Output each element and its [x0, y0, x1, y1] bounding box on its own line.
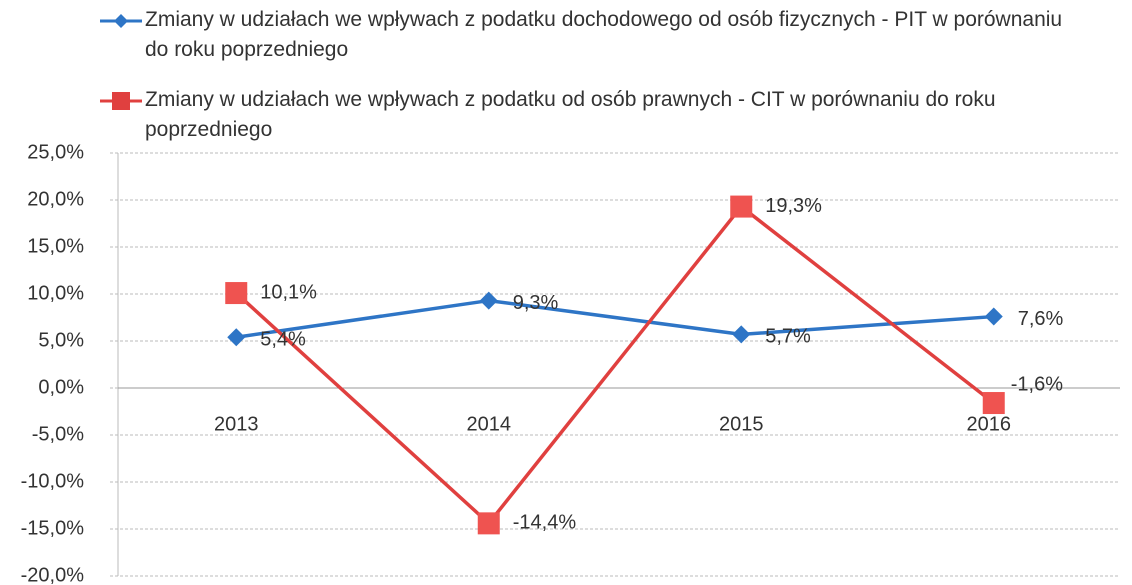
x-tick-label: 2013: [214, 413, 259, 435]
data-label: 9,3%: [513, 292, 559, 314]
data-label: 5,4%: [260, 329, 306, 351]
y-tick-label: -20,0%: [21, 564, 85, 585]
legend-marker: [114, 14, 128, 28]
legend-entry: Zmiany w udziałach we wpływach z podatku…: [145, 8, 1063, 61]
data-label: -14,4%: [513, 512, 577, 534]
legend-marker: [112, 92, 130, 110]
y-tick-label: 10,0%: [27, 282, 84, 304]
y-tick-label: -10,0%: [21, 470, 85, 492]
y-tick-label: -5,0%: [32, 423, 84, 445]
series-line: [235, 298, 994, 339]
point: [730, 195, 753, 218]
x-tick-label: 2015: [719, 413, 764, 435]
x-tick-label: 2016: [967, 413, 1012, 435]
point: [477, 512, 500, 535]
point: [225, 282, 248, 305]
y-tick-label: 20,0%: [27, 188, 84, 210]
y-tick-label: 5,0%: [38, 329, 84, 351]
y-tick-label: 0,0%: [38, 376, 84, 398]
point: [732, 325, 751, 344]
data-label: 5,7%: [765, 326, 811, 348]
data-label: -1,6%: [1011, 373, 1063, 395]
point: [982, 392, 1005, 415]
series-line: [235, 204, 995, 526]
y-tick-label: 15,0%: [27, 235, 84, 257]
data-label: 10,1%: [260, 281, 317, 303]
point: [227, 328, 246, 347]
data-label: 19,3%: [765, 195, 822, 217]
point: [479, 291, 498, 310]
y-tick-label: 25,0%: [27, 141, 84, 163]
point: [984, 307, 1003, 326]
x-tick-label: 2014: [467, 413, 512, 435]
data-label: 7,6%: [1018, 308, 1064, 330]
legend-entry: Zmiany w udziałach we wpływach z podatku…: [145, 88, 996, 141]
y-tick-label: -15,0%: [21, 517, 85, 539]
